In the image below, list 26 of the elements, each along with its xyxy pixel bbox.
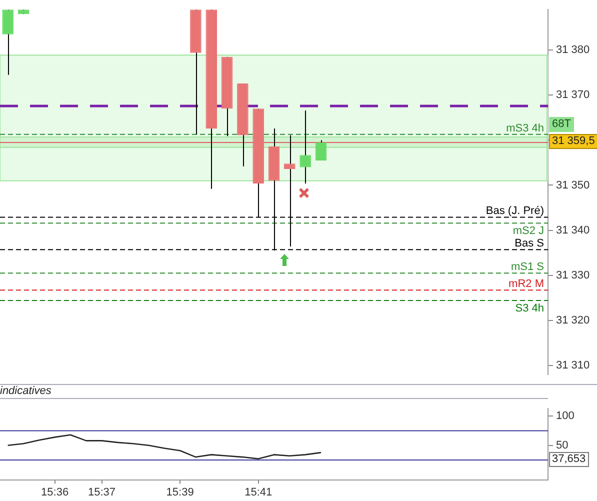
ref-line-label: Bas S: [514, 238, 544, 250]
candlestick: [300, 110, 311, 184]
x-tick-label: 15:39: [166, 486, 194, 498]
y-tick-label: 31 350: [556, 179, 590, 192]
ref-line-label: mS2 J: [512, 225, 544, 238]
y-tick-label: 31 310: [556, 359, 590, 372]
ref-line-label: 31 359,5: [549, 134, 597, 150]
x-tick-label: 15:41: [244, 486, 272, 498]
y-tick-label: 31 370: [556, 89, 590, 102]
ref-line-label: Bas (J. Pré): [486, 205, 544, 218]
y-tick-label: 31 330: [556, 269, 590, 282]
text: 37,653: [549, 452, 589, 467]
ref-line-label: S3 4h: [515, 302, 544, 315]
candlestick: [2, 9, 14, 76]
x-tick-label: 15:37: [88, 486, 116, 498]
chart-title: indicatives: [0, 385, 548, 399]
y-tick-label: 100: [556, 410, 574, 422]
x-tick-label: 15:36: [41, 486, 69, 498]
text: 68T: [549, 117, 574, 132]
y-tick-label: 31 320: [556, 314, 590, 326]
y-tick-label: 50: [556, 439, 568, 452]
y-tick-label: 31 340: [556, 224, 590, 236]
ref-line-label: mR2 M: [508, 278, 544, 290]
ref-line-label: mS1 S: [510, 261, 544, 274]
ref-line-label: mS3 4h: [506, 122, 544, 134]
y-tick-label: 31 380: [556, 44, 590, 56]
